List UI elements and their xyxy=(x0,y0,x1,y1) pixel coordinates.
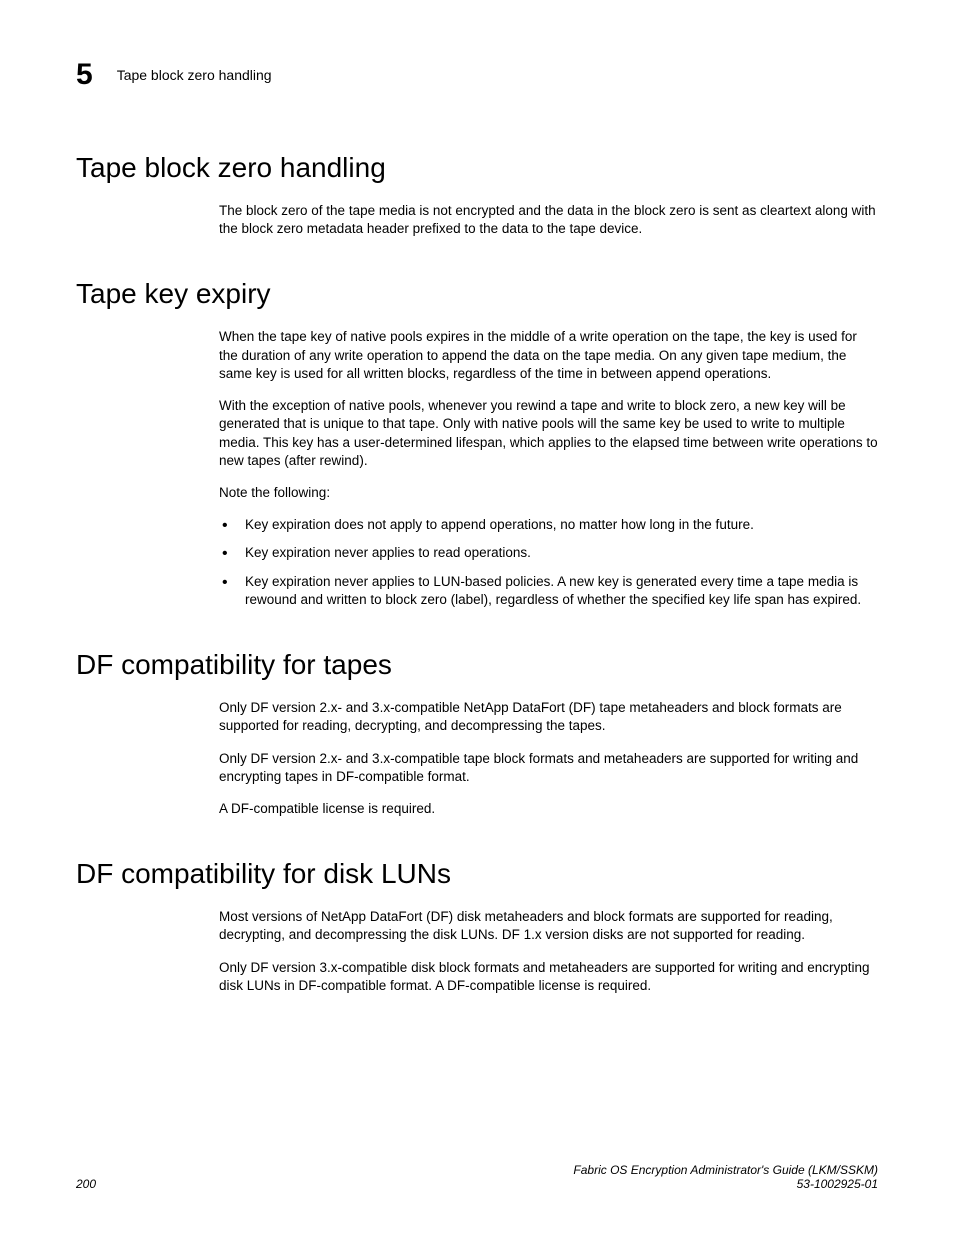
page-number: 200 xyxy=(76,1177,96,1191)
body-paragraph: The block zero of the tape media is not … xyxy=(219,202,878,238)
section-heading-df-disk-luns: DF compatibility for disk LUNs xyxy=(76,858,878,890)
footer-doc-info: Fabric OS Encryption Administrator's Gui… xyxy=(573,1163,878,1191)
body-paragraph: Only DF version 2.x- and 3.x-compatible … xyxy=(219,750,878,786)
section-heading-tape-key-expiry: Tape key expiry xyxy=(76,278,878,310)
section-heading-df-tapes: DF compatibility for tapes xyxy=(76,649,878,681)
footer-doc-id: 53-1002925-01 xyxy=(573,1177,878,1191)
page-header: 5 Tape block zero handling xyxy=(76,58,878,92)
list-item: Key expiration never applies to LUN-base… xyxy=(219,573,878,609)
page-footer: 200 Fabric OS Encryption Administrator's… xyxy=(76,1163,878,1191)
body-paragraph: Only DF version 2.x- and 3.x-compatible … xyxy=(219,699,878,735)
body-paragraph: Only DF version 3.x-compatible disk bloc… xyxy=(219,959,878,995)
body-paragraph: With the exception of native pools, when… xyxy=(219,397,878,470)
chapter-number: 5 xyxy=(76,58,93,92)
body-paragraph: Note the following: xyxy=(219,484,878,502)
section-heading-tape-block-zero: Tape block zero handling xyxy=(76,152,878,184)
body-paragraph: A DF-compatible license is required. xyxy=(219,800,878,818)
body-paragraph: Most versions of NetApp DataFort (DF) di… xyxy=(219,908,878,944)
list-item: Key expiration never applies to read ope… xyxy=(219,544,878,562)
body-paragraph: When the tape key of native pools expire… xyxy=(219,328,878,383)
document-page: 5 Tape block zero handling Tape block ze… xyxy=(0,0,954,995)
list-item: Key expiration does not apply to append … xyxy=(219,516,878,534)
footer-doc-title: Fabric OS Encryption Administrator's Gui… xyxy=(573,1163,878,1177)
running-header-title: Tape block zero handling xyxy=(117,67,272,83)
bullet-list: Key expiration does not apply to append … xyxy=(219,516,878,609)
